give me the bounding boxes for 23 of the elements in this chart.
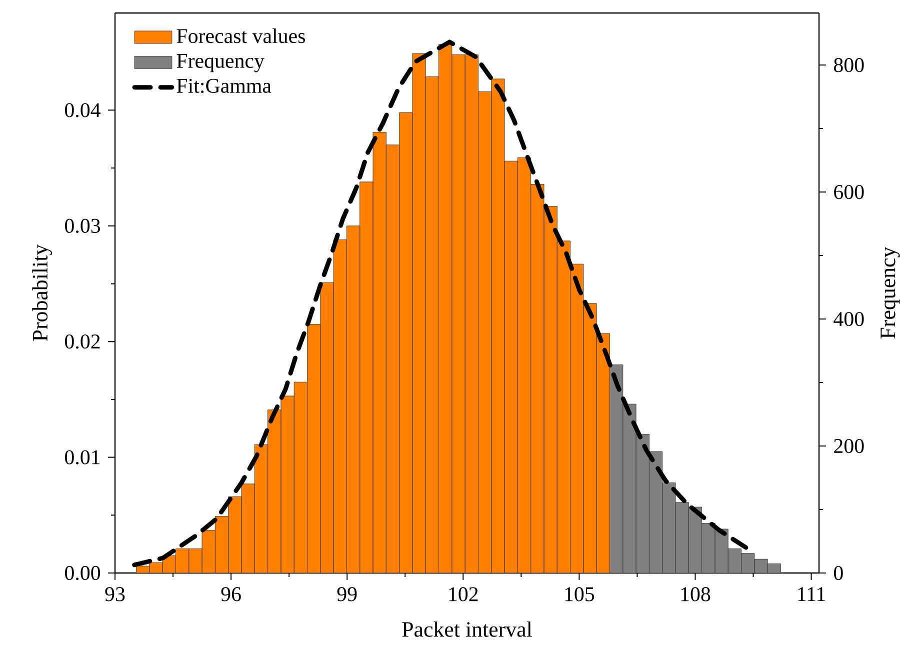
y-axis-title: Probability	[32, 244, 52, 342]
y2-tick-label: 400	[834, 312, 864, 326]
y2-tick-label: 200	[834, 438, 864, 454]
legend-label: Forecast values	[176, 28, 305, 44]
y2-tick-label: 800	[834, 58, 864, 72]
y2-tick-label: 600	[834, 184, 864, 200]
y-tick-label: 0.00	[65, 566, 100, 580]
y2-axis-title: Frequency	[880, 246, 900, 339]
y-tick-label: 0.01	[65, 450, 100, 464]
x-tick-label: 105	[565, 587, 594, 602]
legend-label: Fit:Gamma	[176, 78, 272, 93]
x-tick-label: 93	[105, 587, 125, 602]
y2-tick-label: 0	[834, 566, 843, 580]
x-tick-label: 99	[337, 587, 357, 602]
y-tick-label: 0.02	[65, 334, 100, 349]
y-tick-label: 0.04	[65, 103, 101, 118]
y-tick-label: 0.03	[65, 218, 100, 233]
x-tick-label: 96	[221, 587, 241, 602]
legend-label: Frequency	[176, 54, 264, 72]
x-tick-label: 111	[798, 587, 825, 601]
x-tick-label: 102	[449, 587, 478, 602]
x-axis-title: Packet interval	[402, 621, 532, 637]
x-tick-label: 108	[681, 587, 710, 602]
